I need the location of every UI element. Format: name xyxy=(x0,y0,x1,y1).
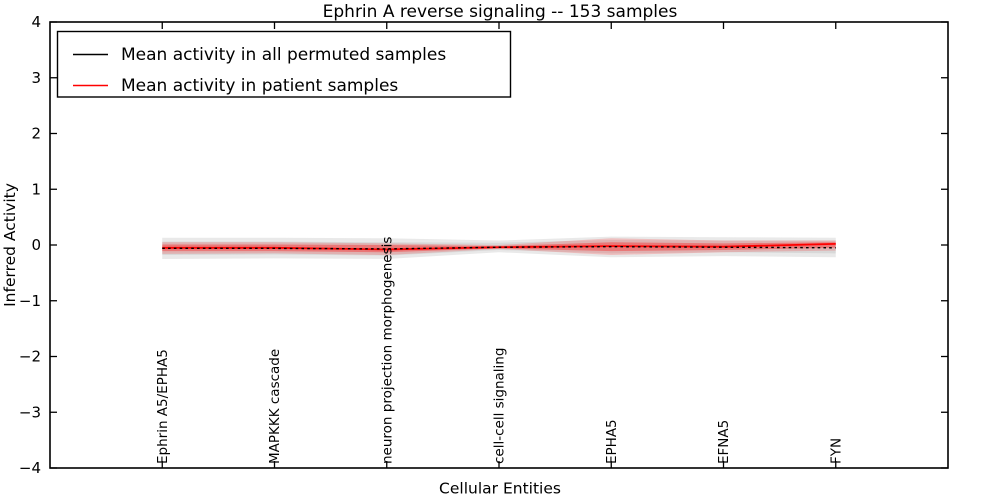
series-lines xyxy=(162,242,836,251)
legend-label-patient: Mean activity in patient samples xyxy=(121,76,398,96)
y-tick-label: −1 xyxy=(19,292,41,310)
x-tick-label: cell-cell signaling xyxy=(492,348,508,464)
series-line-permuted xyxy=(162,245,836,250)
y-tick-label: 4 xyxy=(31,13,41,31)
y-tick-label: −2 xyxy=(19,348,41,366)
legend-label-permuted: Mean activity in all permuted samples xyxy=(121,45,446,65)
x-tick-label: FYN xyxy=(828,438,844,464)
x-tick-label: neuron projection morphogenesis xyxy=(379,237,395,464)
chart-title: Ephrin A reverse signaling -- 153 sample… xyxy=(323,2,678,22)
y-tick-label: 3 xyxy=(31,69,41,87)
y-tick-label: −3 xyxy=(19,403,41,421)
x-tick-label: EPHA5 xyxy=(604,419,620,464)
x-axis-label: Cellular Entities xyxy=(439,480,561,498)
y-tick-label: 0 xyxy=(31,236,41,254)
y-tick-label: 1 xyxy=(31,180,41,198)
x-tick-label: Ephrin A5/EPHA5 xyxy=(155,349,171,464)
legend: Mean activity in all permuted samples Me… xyxy=(56,30,512,98)
y-axis-label: Inferred Activity xyxy=(1,183,19,307)
x-tick-label: MAPKKK cascade xyxy=(267,349,283,464)
y-tick-label: 2 xyxy=(31,125,41,143)
legend-box xyxy=(56,30,512,98)
x-tick-label: EFNA5 xyxy=(716,420,732,464)
y-tick-label: −4 xyxy=(19,459,41,477)
axis-tick-labels: Ephrin A5/EPHA5 MAPKKK cascade neuron proj… xyxy=(19,13,845,477)
axis-ticks xyxy=(50,21,948,469)
